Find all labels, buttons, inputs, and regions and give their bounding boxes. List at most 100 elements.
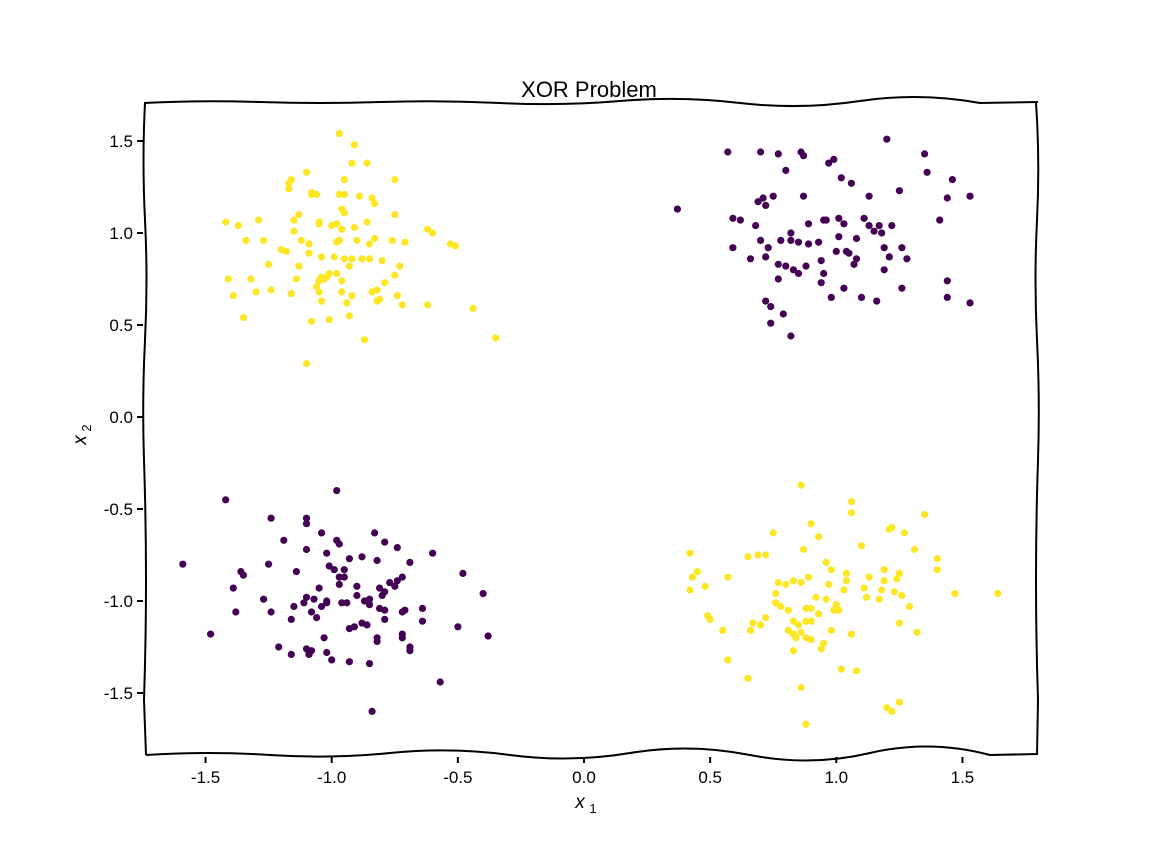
svg-text:1: 1: [589, 801, 596, 816]
data-point: [320, 634, 328, 642]
data-point: [799, 152, 808, 160]
data-point: [484, 632, 492, 640]
axes-frame-right: [1034, 102, 1040, 756]
data-point: [335, 580, 343, 589]
y-tick-label: 0.0: [109, 408, 133, 427]
data-point: [401, 606, 409, 614]
data-point: [789, 266, 798, 274]
data-point: [340, 566, 348, 574]
x-tick-label: -1.0: [317, 768, 346, 787]
data-point: [338, 277, 346, 285]
data-point: [315, 220, 323, 228]
data-point: [812, 593, 820, 601]
data-point: [373, 637, 381, 646]
data-point: [424, 225, 432, 233]
data-point: [827, 293, 835, 301]
data-point: [381, 279, 389, 287]
data-point: [307, 608, 316, 616]
data-point: [857, 293, 866, 301]
data-point: [807, 520, 815, 528]
data-point: [224, 275, 232, 283]
axes-frame-top: [143, 95, 1039, 108]
x-tick-label: 1.5: [951, 768, 975, 787]
data-point: [873, 297, 881, 305]
data-point: [767, 319, 775, 327]
data-point: [292, 275, 300, 283]
y-axis-label: x 2: [70, 424, 94, 445]
data-point: [837, 665, 845, 673]
data-point: [913, 628, 921, 636]
data-point: [827, 626, 835, 635]
data-point: [239, 571, 247, 579]
data-point: [852, 234, 861, 243]
data-point: [820, 269, 828, 278]
data-point: [373, 297, 381, 305]
data-point: [287, 615, 295, 624]
data-point: [292, 568, 300, 576]
data-point: [820, 639, 828, 647]
data-point: [815, 610, 823, 618]
data-point: [835, 214, 843, 222]
data-point: [777, 602, 785, 611]
data-point: [827, 566, 835, 574]
data-point: [345, 658, 353, 666]
data-point: [315, 584, 323, 592]
data-point: [948, 176, 957, 184]
data-point: [724, 656, 732, 664]
data-point: [830, 606, 838, 614]
data-point: [378, 257, 386, 265]
data-point: [267, 286, 275, 294]
data-point: [744, 553, 752, 561]
data-point: [328, 222, 336, 230]
data-point: [229, 584, 237, 592]
data-point: [313, 282, 321, 290]
data-point: [817, 645, 825, 653]
data-point: [429, 549, 437, 557]
data-point: [860, 214, 868, 222]
data-point: [328, 656, 336, 664]
x-tick-label: -0.5: [443, 768, 472, 787]
data-point: [822, 216, 830, 224]
data-point: [799, 545, 808, 554]
data-point: [825, 580, 833, 589]
data-point: [762, 614, 770, 622]
data-point: [353, 236, 361, 244]
data-point: [835, 233, 843, 241]
svg-text:2: 2: [79, 424, 94, 431]
data-point: [368, 194, 376, 202]
data-point: [247, 275, 255, 283]
data-point: [905, 602, 914, 611]
data-point: [285, 185, 293, 193]
chart-title: XOR Problem: [521, 77, 657, 102]
data-point: [895, 619, 904, 627]
axes-frame-bottom: [145, 745, 1039, 762]
data-point: [759, 194, 767, 202]
data-point: [865, 222, 873, 230]
data-point: [368, 707, 376, 716]
data-point: [943, 277, 951, 285]
data-point: [365, 660, 374, 668]
data-point: [355, 192, 364, 200]
data-point: [302, 645, 311, 653]
data-point: [880, 244, 888, 252]
data-point: [340, 255, 348, 263]
data-point: [994, 590, 1002, 598]
data-point: [817, 279, 825, 287]
data-point: [338, 288, 346, 296]
data-point: [673, 205, 682, 213]
data-point: [315, 288, 323, 296]
y-axis-ticks: -1.5 -1.0 -0.5 0.0 0.5 1.0 1.5: [104, 132, 143, 703]
x-tick-label: 0.5: [698, 768, 722, 787]
data-point: [358, 255, 366, 263]
data-point: [880, 566, 888, 574]
data-point: [883, 135, 891, 143]
data-point: [822, 595, 830, 603]
data-point: [898, 244, 906, 252]
data-point: [345, 312, 353, 320]
data-point: [335, 573, 343, 581]
data-point: [330, 253, 338, 261]
data-point: [338, 225, 346, 233]
data-point: [398, 573, 406, 581]
data-point: [343, 299, 351, 307]
data-point: [807, 604, 815, 613]
